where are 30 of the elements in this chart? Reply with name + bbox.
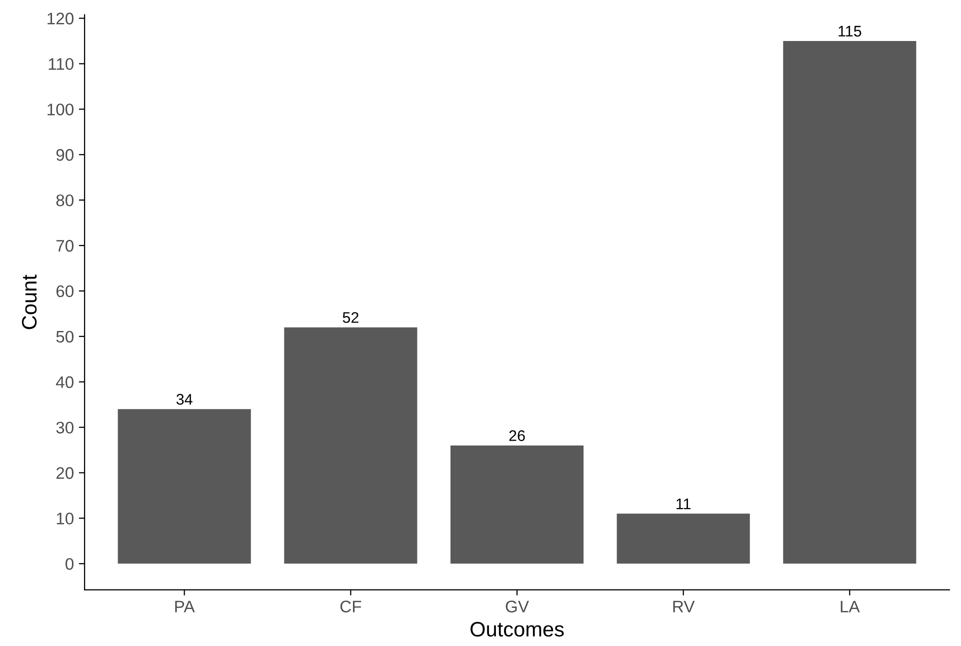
x-tick-label: GV [506,600,529,612]
data-label: 34 [176,394,192,405]
y-tick-label: 30 [56,422,74,434]
bar [284,327,418,564]
y-tick-label: 40 [56,376,74,388]
x-tick-label: PA [175,600,195,612]
data-label: 52 [342,312,358,323]
y-tick-label: 10 [56,512,74,524]
x-tick-label: RV [673,600,695,612]
bar [118,409,251,564]
y-tick-label: 100 [48,104,74,116]
y-tick-label: 80 [56,194,74,206]
y-tick-label: 60 [56,285,74,298]
y-tick-label: 70 [56,240,74,252]
bar [783,40,916,564]
data-label: 115 [838,26,862,37]
y-tick-label: 20 [56,467,74,479]
bar [616,514,750,564]
y-tick-label: 50 [56,330,74,343]
y-axis-title: Count [22,274,37,330]
x-tick-label: CF [340,600,362,612]
y-tick-label: 120 [48,12,74,24]
data-label: 26 [509,430,525,442]
y-tick-label: 0 [66,558,74,570]
x-axis-title: Outcomes [470,622,564,637]
x-tick-label: LA [840,600,860,612]
bar [450,445,584,564]
y-tick-label: 90 [56,149,74,161]
data-label: 11 [676,498,691,510]
y-tick-label: 110 [48,58,74,70]
